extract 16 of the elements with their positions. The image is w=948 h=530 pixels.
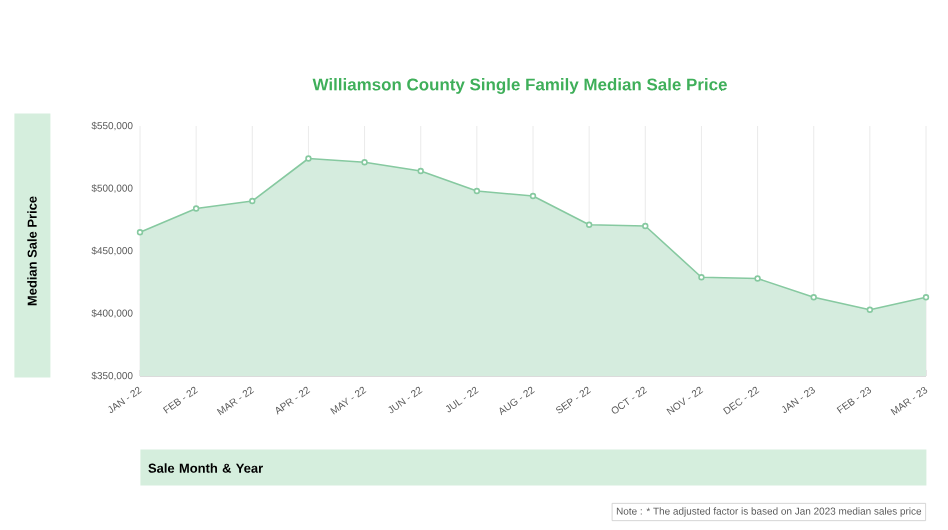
point — [417, 167, 424, 175]
point — [698, 274, 705, 281]
point — [361, 159, 368, 166]
point — [249, 197, 256, 205]
point — [585, 221, 593, 228]
point — [866, 306, 874, 313]
point — [473, 187, 481, 195]
point — [754, 275, 761, 282]
point — [810, 294, 817, 301]
point — [922, 294, 930, 301]
point — [642, 222, 649, 230]
point — [529, 192, 537, 200]
chart-title: Williamson County Single Family Median Sale Price — [312, 78, 727, 94]
point — [136, 229, 144, 236]
point — [192, 205, 200, 212]
point — [305, 155, 312, 162]
